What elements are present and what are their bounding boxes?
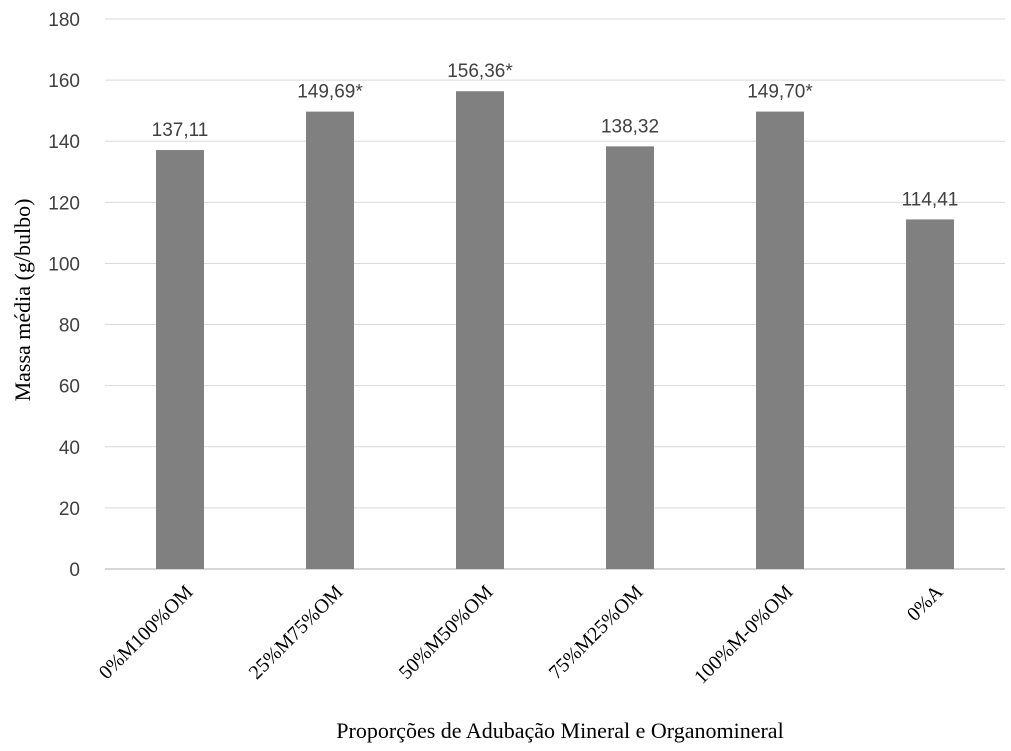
y-tick-label: 80 [59, 316, 80, 337]
y-tick-label: 120 [48, 193, 80, 214]
y-tick-label: 180 [48, 10, 80, 31]
x-tick-label: 100%M-0%OM [690, 581, 798, 689]
data-label: 138,32 [601, 116, 659, 137]
y-tick-label: 160 [48, 71, 80, 92]
data-label: 149,70* [747, 82, 813, 103]
x-tick-label: 0%A [903, 581, 948, 626]
bar [306, 111, 354, 569]
x-axis-ticks: 0%M100%OM 25%M75%OM 50%M50%OM 75%M25%OM 100%… [95, 581, 948, 689]
y-tick-label: 40 [59, 438, 80, 459]
x-tick-label: 75%M25%OM [545, 581, 648, 684]
x-axis-title: Proporções de Adubação Mineral e Organom… [336, 718, 783, 743]
data-label: 114,41 [902, 189, 959, 210]
y-tick-label: 60 [59, 377, 80, 398]
bar [906, 219, 954, 570]
y-tick-label: 0 [69, 560, 80, 581]
bar [606, 146, 654, 569]
data-label: 149,69* [297, 82, 363, 103]
bars [156, 91, 954, 570]
data-label: 137,11 [152, 120, 209, 141]
x-tick-label: 50%M50%OM [395, 581, 498, 684]
bar [756, 111, 804, 569]
x-tick-label: 0%M100%OM [95, 581, 198, 684]
y-tick-label: 140 [48, 132, 80, 153]
y-axis-ticks: 0 20 40 60 80 100 120 140 160 180 [48, 10, 80, 581]
y-axis-title: Massa média (g/bulbo) [10, 199, 35, 402]
bar [456, 91, 504, 569]
y-tick-label: 100 [48, 254, 80, 275]
x-tick-label: 25%M75%OM [245, 581, 348, 684]
gridlines [105, 18, 1005, 570]
y-tick-label: 20 [59, 499, 80, 520]
data-labels: 137,11 149,69* 156,36* 138,32 149,70* 114,41 [152, 61, 959, 210]
data-label: 156,36* [447, 61, 513, 82]
bar [156, 150, 204, 569]
